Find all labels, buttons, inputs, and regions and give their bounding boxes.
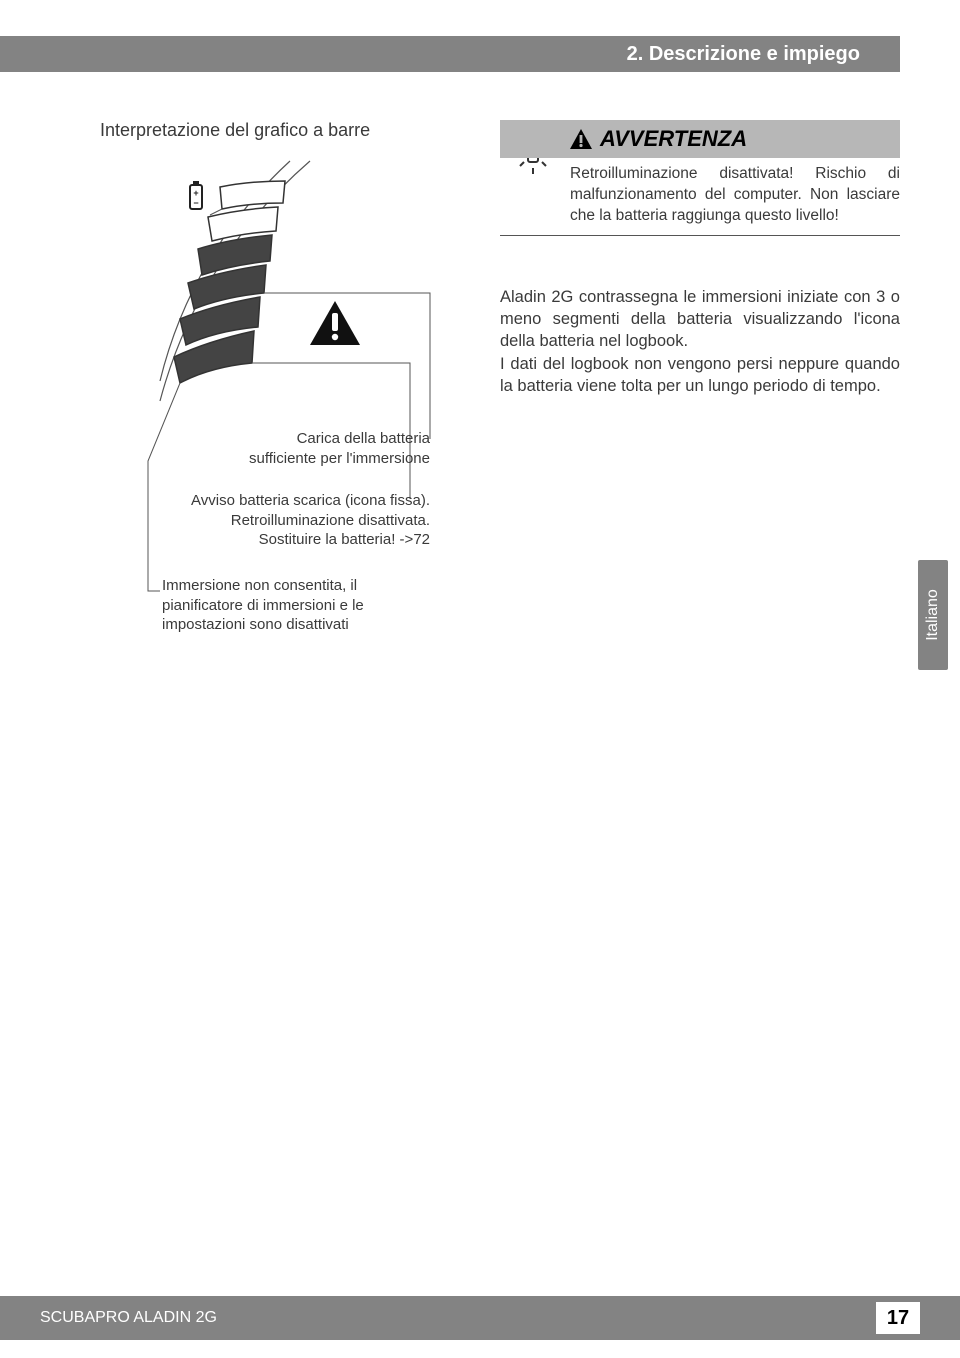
callout-line: pianificatore di immersioni e le [162,597,364,614]
warning-header: AVVERTENZA [500,120,900,158]
callout-line: Immersione non consentita, il [162,577,357,594]
left-column: Interpretazione del grafico a barre + − [100,120,470,681]
warning-box: AVVERTENZA Retroilluminazione disattivat… [500,120,900,236]
callout-line: Avviso batteria scarica (icona fissa). [191,492,430,509]
warning-body: Retroilluminazione disattivata! Rischio … [500,158,900,236]
language-tab: Italiano [918,560,948,670]
body-text-content: Aladin 2G contrassegna le immersioni ini… [500,288,900,395]
svg-text:−: − [193,198,198,208]
page-number: 17 [876,1302,920,1334]
language-label: Italiano [924,589,942,641]
footer-product: SCUBAPRO ALADIN 2G [40,1309,217,1327]
header-bar: 2. Descrizione e impiego [0,36,900,72]
warning-triangle-icon [570,129,592,149]
callout-low-battery-warning: Avviso batteria scarica (icona fissa). R… [160,491,430,550]
callout-line: sufficiente per l'immersione [249,450,430,467]
section-title: 2. Descrizione e impiego [627,43,860,66]
callout-dive-not-allowed: Immersione non consentita, il pianificat… [162,576,422,635]
footer-bar: SCUBAPRO ALADIN 2G 17 [0,1296,960,1340]
svg-text:+: + [193,188,198,198]
callout-line: Carica della batteria [297,430,430,447]
callout-line: impostazioni sono disattivati [162,616,349,633]
chart-title: Interpretazione del grafico a barre [100,120,470,141]
right-column: AVVERTENZA Retroilluminazione disattivat… [500,120,900,397]
bar-graph-diagram: + − [100,151,470,681]
warning-label: AVVERTENZA [600,126,747,152]
callout-line: Retroilluminazione disattivata. [231,512,430,529]
callout-sufficient-charge: Carica della batteria sufficiente per l'… [210,429,430,468]
body-paragraph: Aladin 2G contrassegna le immersioni ini… [500,286,900,397]
callout-line: Sostituire la batteria! ->72 [259,531,430,548]
